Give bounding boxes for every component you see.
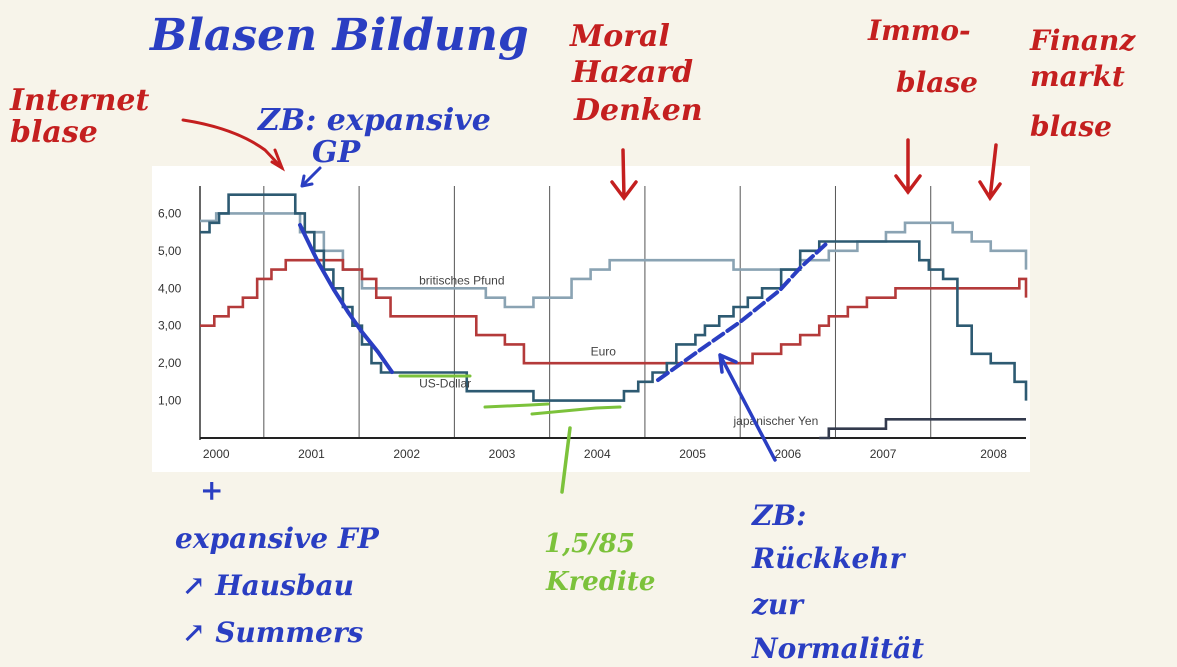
y-tick-label: 3,00 bbox=[158, 319, 182, 333]
annotation-stroke bbox=[530, 405, 622, 416]
chart-axes bbox=[199, 186, 1026, 440]
x-tick-label: 2006 bbox=[774, 447, 801, 461]
annotation-text: blase bbox=[1030, 110, 1112, 143]
annotation-text: blase bbox=[896, 66, 978, 99]
annotation-stroke bbox=[560, 426, 572, 494]
annotation-stroke bbox=[270, 148, 285, 172]
annotation-text: Immo- bbox=[867, 14, 971, 47]
annotation-text: Normalität bbox=[751, 632, 924, 665]
series-line-britisches-pfund bbox=[200, 212, 1028, 309]
annotation-text: markt bbox=[1030, 60, 1125, 93]
y-tick-label: 1,00 bbox=[158, 394, 182, 408]
series-label: britisches Pfund bbox=[419, 274, 504, 288]
x-tick-label: 2002 bbox=[393, 447, 420, 461]
y-tick-label: 4,00 bbox=[158, 281, 182, 295]
chart-panel bbox=[152, 166, 1030, 472]
annotation-stroke bbox=[894, 138, 922, 195]
x-tick-label: 2007 bbox=[870, 447, 897, 461]
x-tick-label: 2001 bbox=[298, 447, 325, 461]
x-tick-label: 2000 bbox=[203, 447, 230, 461]
series-line-us-dollar bbox=[200, 193, 1028, 402]
annotation-stroke bbox=[718, 353, 777, 462]
annotation-text: Blasen Bildung bbox=[148, 10, 529, 61]
handwritten-annotations bbox=[181, 118, 1002, 494]
series-line-euro bbox=[200, 258, 1028, 365]
annotation-stroke bbox=[483, 402, 550, 409]
annotation-text: ZB: expansive bbox=[257, 103, 491, 138]
chart-series bbox=[200, 193, 1028, 440]
annotation-text: Hazard bbox=[571, 55, 693, 90]
annotation-stroke bbox=[300, 166, 322, 188]
annotation-text: Moral bbox=[569, 19, 670, 54]
annotation-stroke bbox=[978, 143, 1002, 202]
annotation-text: blase bbox=[10, 115, 98, 150]
annotation-text: Finanz bbox=[1029, 24, 1136, 57]
annotation-text: ↗ Summers bbox=[182, 616, 364, 649]
annotation-text: + bbox=[200, 474, 223, 507]
annotation-text: ZB: bbox=[751, 499, 806, 532]
annotation-text: expansive FP bbox=[175, 522, 380, 555]
annotation-text: Kredite bbox=[545, 567, 655, 597]
annotation-text: Denken bbox=[573, 93, 703, 128]
annotation-stroke bbox=[181, 118, 284, 170]
annotation-stroke bbox=[656, 242, 828, 382]
series-label: US-Dollar bbox=[419, 376, 471, 390]
chart-gridlines bbox=[263, 186, 932, 438]
y-tick-label: 5,00 bbox=[158, 244, 182, 258]
annotation-text: 1,5/85 bbox=[544, 529, 635, 559]
series-label: japanischer Yen bbox=[733, 414, 819, 428]
annotation-text: Internet bbox=[9, 83, 149, 118]
x-tick-label: 2004 bbox=[584, 447, 611, 461]
series-line-japanischer-yen bbox=[819, 417, 1026, 440]
x-tick-label: 2008 bbox=[980, 447, 1007, 461]
annotation-stroke bbox=[610, 148, 638, 201]
annotation-text: zur bbox=[751, 588, 805, 621]
chart-labels: 1,00 2,00 3,00 4,00 5,00 6,00 2000 2001 2002 2003… bbox=[158, 206, 1007, 461]
series-label: Euro bbox=[591, 345, 617, 359]
annotation-text: Rückkehr bbox=[751, 542, 907, 575]
y-tick-label: 2,00 bbox=[158, 356, 182, 370]
y-tick-label: 6,00 bbox=[158, 206, 182, 220]
annotation-stroke bbox=[298, 223, 394, 374]
x-tick-label: 2005 bbox=[679, 447, 706, 461]
x-tick-label: 2003 bbox=[489, 447, 516, 461]
annotation-text: GP bbox=[312, 135, 362, 170]
annotation-text: ↗ Hausbau bbox=[182, 569, 354, 602]
